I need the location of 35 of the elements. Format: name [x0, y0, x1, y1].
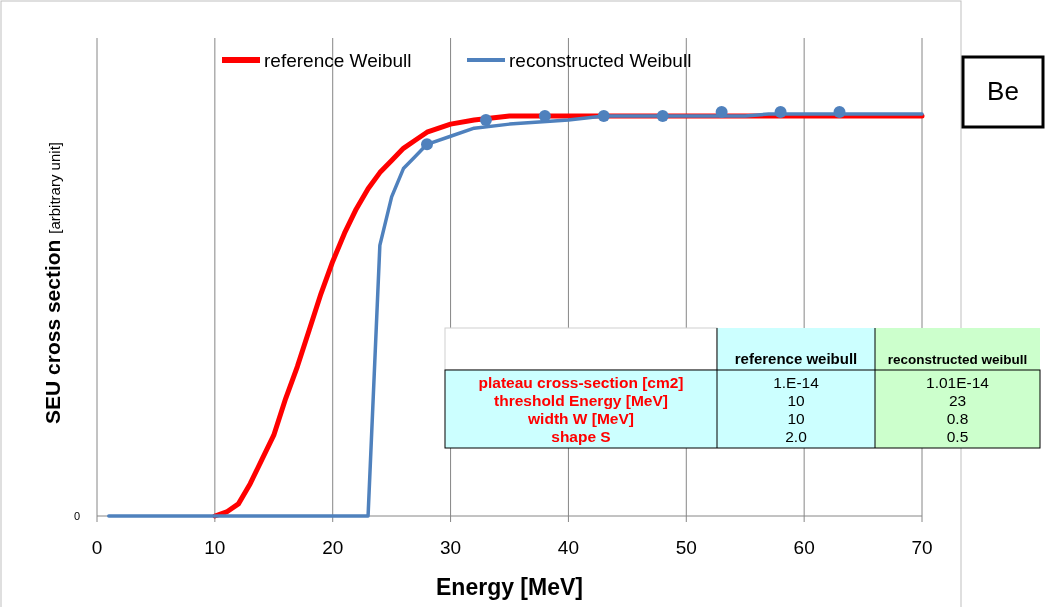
x-tick-label: 0 — [91, 537, 103, 558]
point — [421, 138, 433, 151]
point — [597, 110, 610, 123]
point — [656, 110, 669, 123]
annotation: shape S — [551, 428, 611, 445]
y-axis-title: SEU cross section [arbitrary unit] — [41, 142, 64, 424]
annotation: plateau cross-section [cm2] — [478, 374, 684, 391]
x-tick-label: 30 — [440, 537, 462, 558]
point — [833, 106, 846, 118]
x-tick-label: 40 — [557, 537, 579, 558]
point — [715, 106, 728, 118]
legend-label: reconstructed Weibull — [509, 50, 692, 71]
x-tick-label: 60 — [793, 537, 815, 558]
x-tick-label: 70 — [911, 537, 933, 558]
x-tick-label: 50 — [675, 537, 697, 558]
text: 0.8 — [946, 410, 969, 427]
text: 23 — [948, 392, 967, 409]
text-box: Be — [961, 55, 1045, 129]
point — [774, 106, 787, 118]
annotation: reference weibull — [734, 350, 858, 367]
annotation: threshold Energy [MeV] — [494, 392, 668, 409]
annotation: 10 — [787, 410, 805, 427]
annotation: width W [MeV] — [527, 410, 634, 427]
text: 0 — [73, 510, 80, 522]
text: 0.5 — [946, 428, 969, 445]
x-tick-label: 20 — [322, 537, 344, 558]
x-axis-title: Energy [MeV] — [436, 574, 583, 600]
annotation: 1.E-14 — [773, 374, 820, 391]
annotation: 10 — [787, 392, 805, 409]
text: 1.01E-14 — [926, 374, 989, 391]
x-tick-label: 10 — [204, 537, 226, 558]
annotation: 2.0 — [785, 428, 808, 445]
legend-label: reference Weibull — [264, 50, 412, 71]
annotation: reconstructed weibull — [887, 352, 1028, 367]
point — [479, 114, 492, 127]
